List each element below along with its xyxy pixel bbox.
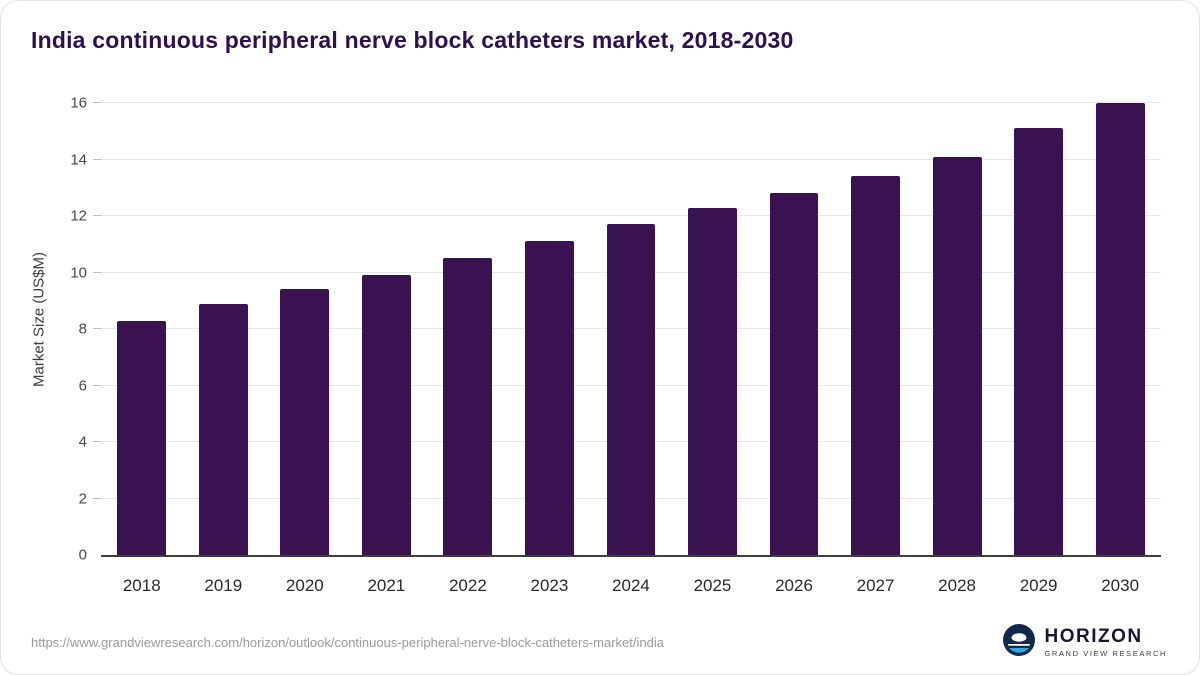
bar-2021 xyxy=(361,275,411,555)
bar-series xyxy=(101,103,1161,555)
chart-title: India continuous peripheral nerve block … xyxy=(31,27,794,53)
bar-2026 xyxy=(769,193,819,555)
horizon-logo-text: HORIZON GRAND VIEW RESEARCH xyxy=(1045,627,1168,658)
bar-slot-2020 xyxy=(264,103,346,555)
gridline-16 xyxy=(93,102,1161,103)
y-tick-label-0: 0 xyxy=(78,546,87,564)
y-tick-mark xyxy=(93,328,101,329)
x-tick-label-2027: 2027 xyxy=(856,576,895,595)
gridline-12 xyxy=(93,215,1161,216)
bar-slot-2027 xyxy=(835,103,917,555)
x-tick-label-2024: 2024 xyxy=(612,576,650,595)
x-tick-label-2023: 2023 xyxy=(530,576,569,595)
x-tick-label-2021: 2021 xyxy=(367,576,406,595)
gridline-14 xyxy=(93,158,1161,160)
y-tick-label-4: 4 xyxy=(78,433,87,451)
y-tick-mark xyxy=(93,271,101,273)
source-url: https://www.grandviewresearch.com/horizo… xyxy=(31,634,664,650)
bar-slot-2019 xyxy=(183,103,265,555)
bar-slot-2024 xyxy=(590,103,672,555)
bar-slot-2018 xyxy=(101,103,183,555)
x-tick-label-2019: 2019 xyxy=(204,576,243,595)
bar-2024 xyxy=(606,224,656,555)
y-tick-label-2: 2 xyxy=(78,490,87,507)
bar-2028 xyxy=(932,156,982,555)
bar-2022 xyxy=(443,258,493,555)
x-tick-label-2026: 2026 xyxy=(775,576,813,595)
horizon-logo-subtitle: GRAND VIEW RESEARCH xyxy=(1044,648,1167,658)
y-tick-mark xyxy=(93,158,101,160)
y-tick-label-8: 8 xyxy=(78,320,87,338)
bar-slot-2025 xyxy=(672,103,754,555)
bar-slot-2029 xyxy=(998,103,1080,555)
bar-2020 xyxy=(280,289,330,555)
x-axis-tick-labels: 2018 2019 2020 2021 2022 2023 2024 2025 2026 2027… xyxy=(101,576,1161,596)
bar-2023 xyxy=(524,241,574,555)
y-tick-label-12: 12 xyxy=(70,207,87,225)
bar-slot-2021 xyxy=(346,103,428,555)
y-axis-title: Market Size (US$M) xyxy=(30,251,48,388)
y-tick-mark xyxy=(93,441,101,442)
y-tick-mark xyxy=(93,497,101,499)
horizon-logo-icon xyxy=(1002,623,1036,662)
y-tick-mark xyxy=(93,102,101,103)
y-tick-label-14: 14 xyxy=(70,151,87,168)
plot-area: 0 2 4 6 8 10 12 14 16 xyxy=(70,95,1161,564)
bar-slot-2022 xyxy=(427,103,509,555)
y-tick-label-6: 6 xyxy=(78,377,87,394)
x-tick-label-2030: 2030 xyxy=(1101,576,1140,595)
x-tick-label-2018: 2018 xyxy=(122,576,161,595)
bar-2025 xyxy=(688,207,737,555)
bar-slot-2026 xyxy=(753,103,835,555)
bar-slot-2030 xyxy=(1079,103,1161,555)
footer: https://www.grandviewresearch.com/horizo… xyxy=(1,616,1199,674)
x-tick-label-2029: 2029 xyxy=(1019,576,1058,595)
x-tick-label-2028: 2028 xyxy=(938,576,976,595)
y-tick-mark xyxy=(93,215,101,216)
bar-2019 xyxy=(198,303,248,555)
horizon-logo-title: HORIZON xyxy=(1044,625,1143,647)
horizon-logo: HORIZON GRAND VIEW RESEARCH xyxy=(1002,623,1168,662)
y-tick-label-16: 16 xyxy=(70,94,87,112)
x-tick-label-2025: 2025 xyxy=(693,576,732,595)
bar-slot-2028 xyxy=(916,103,998,555)
bar-2030 xyxy=(1095,103,1145,555)
bar-2029 xyxy=(1014,128,1064,555)
x-tick-label-2020: 2020 xyxy=(285,576,324,595)
x-tick-label-2022: 2022 xyxy=(448,576,487,595)
y-tick-label-10: 10 xyxy=(70,264,87,281)
bar-2018 xyxy=(117,320,167,555)
bar-slot-2023 xyxy=(509,103,591,555)
bar-2027 xyxy=(851,176,900,555)
y-tick-mark xyxy=(93,384,101,386)
